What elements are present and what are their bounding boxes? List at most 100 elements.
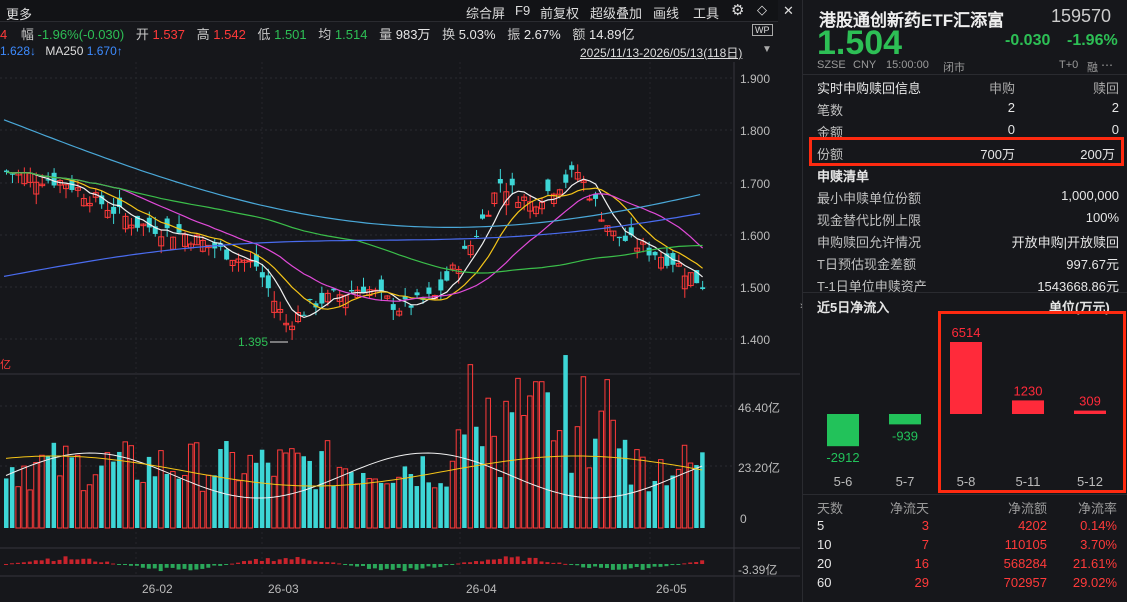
macd-bar [444,564,449,566]
netflow-value-label: -2912 [826,450,859,465]
more-button[interactable]: 更多 [6,7,33,22]
macd-bar [658,564,663,567]
macd-bar [152,564,157,569]
netflow-value-label: -939 [892,428,918,443]
close-icon[interactable]: ✕ [783,3,794,18]
candle-body [515,201,522,208]
more-options-icon[interactable]: ⋯ [1101,58,1113,72]
candle-body [140,223,147,227]
overview-screen-button[interactable]: 综合屏 [466,6,506,21]
macd-bar [259,560,264,564]
volume-bar [604,379,610,529]
super-overlay-button[interactable]: 超级叠加 [590,6,643,21]
candle-body [563,174,569,183]
candle-body [556,189,563,195]
amplitude-value: 2.67% [523,27,561,42]
tools-button[interactable]: 工具 [693,6,720,21]
volume-bar [146,456,152,528]
candle-body [253,254,259,267]
market-label: SZSE [817,59,846,71]
candle-body [462,245,468,249]
cell-flow-days: 7 [921,537,929,552]
macd-bar [75,559,80,564]
macd-bar [646,564,651,569]
volume-bar [342,468,349,529]
volume-bar [92,474,99,529]
volume-bar [307,460,312,528]
macd-bar [57,559,62,564]
candle-body [598,219,605,222]
volume-bar [426,482,431,528]
table-row: 5 3 4202 0.14% [817,518,1119,536]
forward-adjust-button[interactable]: 前复权 [540,6,580,21]
candle-body [164,218,170,229]
redemption-row: 现金替代比例上限 100% [817,208,1119,228]
date-range[interactable]: 2025/11/13-2026/05/13(118日) [580,46,743,60]
candle-body [146,217,152,228]
candle-body [259,272,265,278]
candle-body [491,192,498,205]
currency-label: CNY [853,59,877,71]
macd-bar [557,562,562,564]
realtime-row: 笔数 2 2 [817,98,1119,118]
wp-icon[interactable]: WP [752,24,773,36]
volume-bar [574,426,581,529]
candle-body [640,241,647,245]
draw-line-button[interactable]: 画线 [653,6,680,21]
candle-body [593,193,599,199]
chart-toolbar: 更多 综合屏 F9 前复权 超级叠加 画线 工具 ⚙ ◇ ✕ [0,0,794,22]
volume-bar [491,435,497,529]
quote-side-panel: 港股通创新药ETF汇添富 159570 1.504 -0.030 -1.96% … [802,0,1127,602]
macd-bar [242,561,246,564]
macd-bar [545,562,550,564]
netflow-date-label: 5-8 [957,474,976,489]
candle-body [122,215,129,230]
kline-chart[interactable] [0,62,800,602]
dropdown-icon[interactable]: ▼ [762,44,772,55]
netflow-bar [950,342,982,414]
candle-body [193,234,200,246]
price-tick: 1.400 [740,333,771,347]
macd-bar [45,558,50,564]
cell-days: 10 [817,537,832,552]
volume-bar [640,456,646,529]
volume-bar [224,441,229,528]
macd-bar [628,564,633,569]
volume-bar [176,478,182,528]
price-tick: 1.700 [740,177,771,191]
volume-bar [694,465,699,528]
redemption-row: T日预估现金差额 997.67元 [817,252,1119,272]
candle-body [485,214,492,217]
volume-bar [182,474,188,529]
macd-bar [81,558,86,564]
macd-bar [599,564,603,568]
macd-bar [420,564,425,569]
candle-body [51,172,57,186]
flow-table-header: 天数 净流天 净流额 净流率 [817,498,1119,516]
candle-body [700,287,706,289]
cell-rate: 3.70% [1080,537,1117,552]
macd-bar [521,561,526,564]
candle-body [384,295,391,299]
candle-body [628,227,634,236]
date-tick: 26-02 [142,582,173,596]
quote-line: 4 幅 -1.96%(-0.030) 开 1.537 高 1.542 低 1.5… [0,24,778,42]
volume-label: 量 [379,27,393,42]
market-status: 闭市 [943,62,965,74]
volume-bar [646,491,652,528]
macd-bar [224,564,229,565]
header-rate: 净流率 [1077,501,1117,516]
table-row: 20 16 568284 21.61% [817,556,1119,574]
ma-line [6,171,704,302]
macd-bar [69,559,74,564]
macd-bar [265,558,270,564]
candle-body [45,179,51,181]
turnover-value: 5.03% [458,27,496,42]
gear-icon[interactable]: ⚙ [731,2,745,19]
f9-button[interactable]: F9 [515,3,531,18]
bell-icon[interactable]: ◇ [757,2,767,17]
candle-body [444,271,450,281]
macd-bar [604,564,609,569]
candle-body [134,215,140,228]
volume-bar [372,478,378,529]
